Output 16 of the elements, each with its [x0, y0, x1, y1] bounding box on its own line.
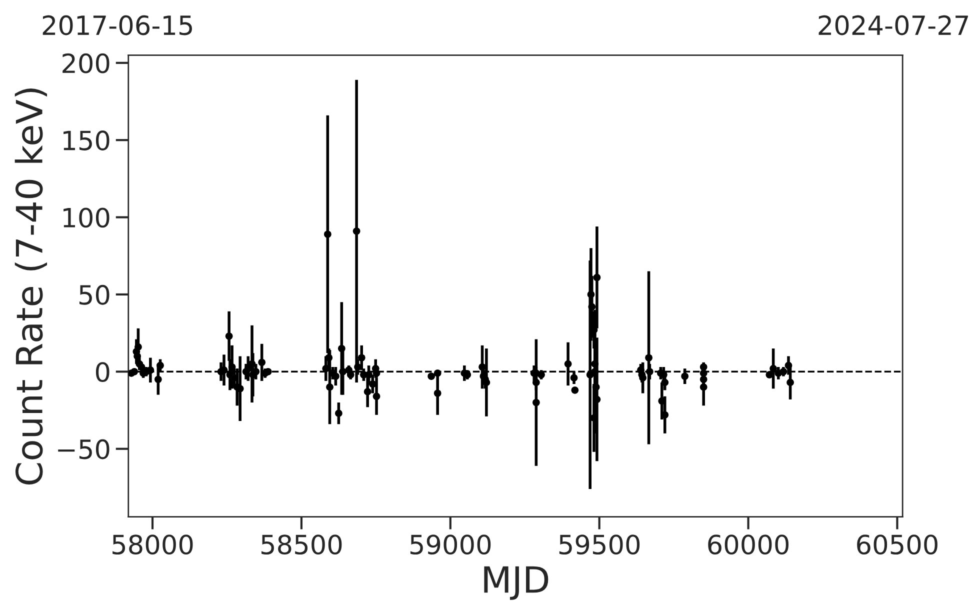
x-tick-label: 60500: [857, 534, 938, 555]
x-tick-label: 59500: [559, 534, 640, 555]
text: 2024-07-27: [818, 15, 968, 36]
x-tick-label: 58000: [112, 534, 193, 555]
x-tick-label: 60000: [708, 534, 788, 555]
x-tick-label: 58500: [262, 534, 342, 555]
x-axis-title: MJD: [484, 566, 548, 600]
x-tick-label: 59000: [410, 534, 491, 555]
y-tick-label: 100: [64, 208, 110, 228]
y-tick-label: 200: [62, 53, 110, 74]
text: 2017-06-15: [42, 15, 192, 36]
y-tick-label: 50: [79, 284, 110, 305]
y-axis-title: Count Rate (7-40 keV): [14, 88, 48, 484]
y-tick-label: −50: [58, 439, 110, 460]
y-tick-label: 150: [64, 130, 110, 150]
y-tick-label: 0: [96, 362, 110, 382]
